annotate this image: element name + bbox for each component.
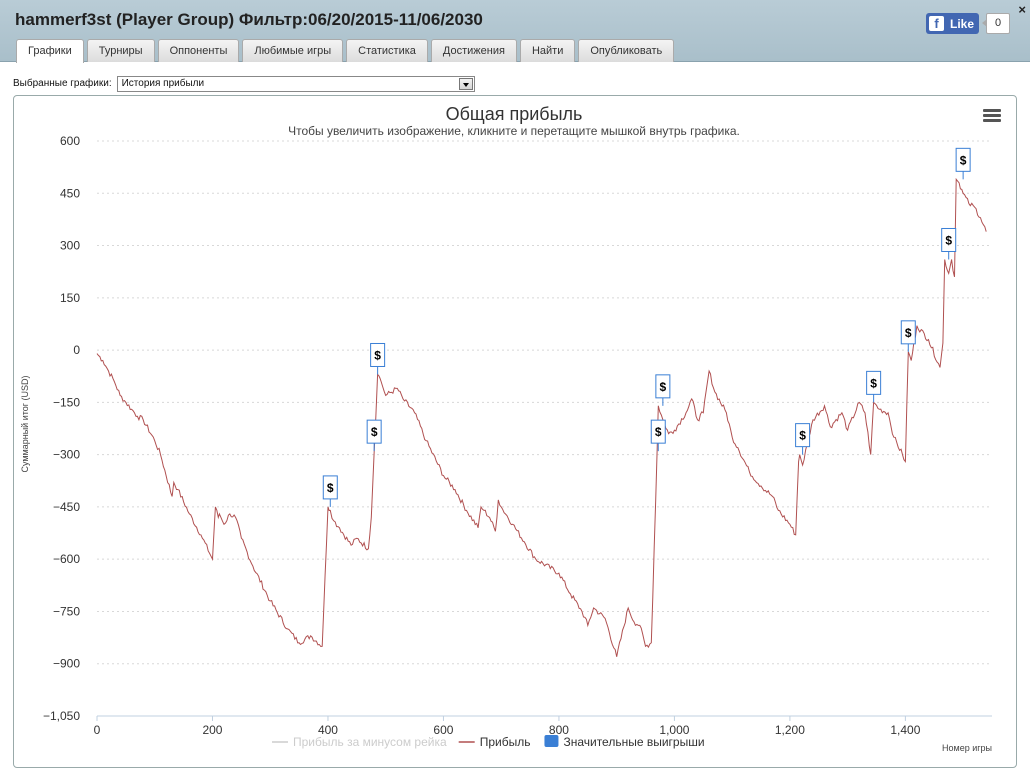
big-win-flag[interactable]: $ — [941, 227, 957, 260]
like-label: Like — [950, 16, 975, 31]
menu-icon[interactable] — [983, 109, 1001, 122]
x-tick-label: 0 — [94, 723, 101, 737]
chart-subtitle: Чтобы увеличить изображение, кликните и … — [288, 124, 740, 138]
big-win-flags: $ $ $ $ $ $ $ $ $ $ — [322, 147, 971, 507]
y-tick-label: 150 — [60, 291, 80, 305]
y-axis-ticks: 600 450 300 150 0 −150 −300 −450 −600 −750 −900 −1,… — [43, 134, 80, 723]
y-tick-label: 0 — [73, 343, 80, 357]
big-win-flag-label: $ — [799, 429, 806, 443]
tab-bar: Графики Турниры Оппоненты Любимые игры С… — [16, 39, 675, 63]
y-tick-label: −300 — [53, 448, 80, 462]
window-title: hammerf3st (Player Group) Фильтр:06/20/2… — [15, 10, 483, 29]
x-tick-label: 400 — [318, 723, 338, 737]
window-header: hammerf3st (Player Group) Фильтр:06/20/2… — [0, 0, 1030, 63]
big-win-flag[interactable]: $ — [866, 370, 882, 403]
y-tick-label: −1,050 — [43, 709, 80, 723]
big-win-flag-label: $ — [374, 348, 381, 362]
big-win-flag-label: $ — [371, 425, 378, 439]
y-tick-label: 450 — [60, 186, 80, 200]
chart-selector-label: Выбранные графики: — [13, 78, 112, 89]
y-tick-label: −900 — [53, 657, 80, 671]
big-win-flag-label: $ — [660, 380, 667, 394]
profit-series-line[interactable] — [96, 177, 987, 657]
tab-charts[interactable]: Графики — [16, 39, 84, 63]
y-tick-label: 600 — [60, 134, 80, 148]
big-win-flag[interactable]: $ — [366, 419, 382, 452]
big-win-flag-label: $ — [327, 481, 334, 495]
tab-tournaments[interactable]: Турниры — [86, 39, 155, 62]
chart-title: Общая прибыль — [446, 104, 583, 124]
big-win-flag-label: $ — [960, 153, 967, 167]
tab-favorite-games[interactable]: Любимые игры — [242, 39, 344, 62]
big-win-flag[interactable]: $ — [322, 475, 338, 507]
legend-label: Прибыль — [480, 735, 531, 749]
legend-label: Прибыль за минусом рейка — [293, 735, 447, 749]
y-tick-label: −150 — [53, 395, 80, 409]
chart-select-value: История прибыли — [121, 77, 205, 89]
legend-item[interactable]: Значительные выигрыши — [544, 735, 705, 749]
facebook-icon: f — [929, 16, 944, 31]
chart-selector-row: Выбранные графики: История прибыли — [13, 75, 475, 92]
tab-find[interactable]: Найти — [519, 39, 576, 62]
like-count: 0 — [982, 13, 1010, 34]
x-tick-label: 1,200 — [775, 723, 805, 737]
y-tick-label: −600 — [53, 552, 80, 566]
big-win-flag-label: $ — [870, 376, 877, 390]
big-win-flag[interactable]: $ — [370, 342, 386, 375]
facebook-like-button[interactable]: f Like — [926, 13, 979, 34]
legend: Прибыль за минусом рейка Прибыль Значитель… — [272, 735, 705, 749]
tab-statistics[interactable]: Статистика — [346, 39, 428, 62]
big-win-flag-label: $ — [905, 326, 912, 340]
big-win-flag-label: $ — [945, 233, 952, 247]
y-tick-label: 300 — [60, 239, 80, 253]
big-win-flag[interactable]: $ — [955, 147, 971, 180]
x-tick-label: 800 — [549, 723, 569, 737]
big-win-flag[interactable]: $ — [655, 374, 671, 406]
x-axis-ticks: 0 200 400 600 800 1,000 1,200 1,400 — [94, 716, 921, 737]
close-icon[interactable]: × — [1018, 2, 1026, 17]
x-tick-label: 1,000 — [659, 723, 689, 737]
legend-label: Значительные выигрыши — [563, 735, 704, 749]
grid-lines — [97, 140, 992, 665]
x-tick-label: 200 — [202, 723, 222, 737]
chart-select-dropdown[interactable]: История прибыли — [116, 75, 475, 92]
x-tick-label: 1,400 — [890, 723, 920, 737]
big-win-flag[interactable]: $ — [650, 419, 666, 452]
legend-box-swatch — [544, 735, 559, 747]
dropdown-arrow-icon[interactable] — [458, 77, 473, 90]
tab-publish[interactable]: Опубликовать — [578, 39, 675, 62]
chart-container[interactable]: 600 450 300 150 0 −150 −300 −450 −600 −750 −900 −1,… — [13, 95, 1017, 768]
y-tick-label: −450 — [53, 500, 80, 514]
legend-item[interactable]: Прибыль за минусом рейка — [272, 735, 447, 749]
tab-opponents[interactable]: Оппоненты — [157, 39, 240, 62]
x-tick-label: 600 — [433, 723, 453, 737]
x-axis-title: Номер игры — [942, 743, 992, 753]
profit-chart[interactable]: 600 450 300 150 0 −150 −300 −450 −600 −750 −900 −1,… — [14, 96, 1018, 769]
tab-achievements[interactable]: Достижения — [430, 39, 517, 62]
y-tick-label: −750 — [53, 604, 80, 618]
y-axis-title: Суммарный итог (USD) — [20, 375, 30, 472]
big-win-flag-label: $ — [655, 425, 662, 439]
legend-item[interactable]: Прибыль — [458, 735, 531, 749]
big-win-flag[interactable]: $ — [795, 423, 811, 455]
big-win-flag[interactable]: $ — [900, 320, 916, 352]
